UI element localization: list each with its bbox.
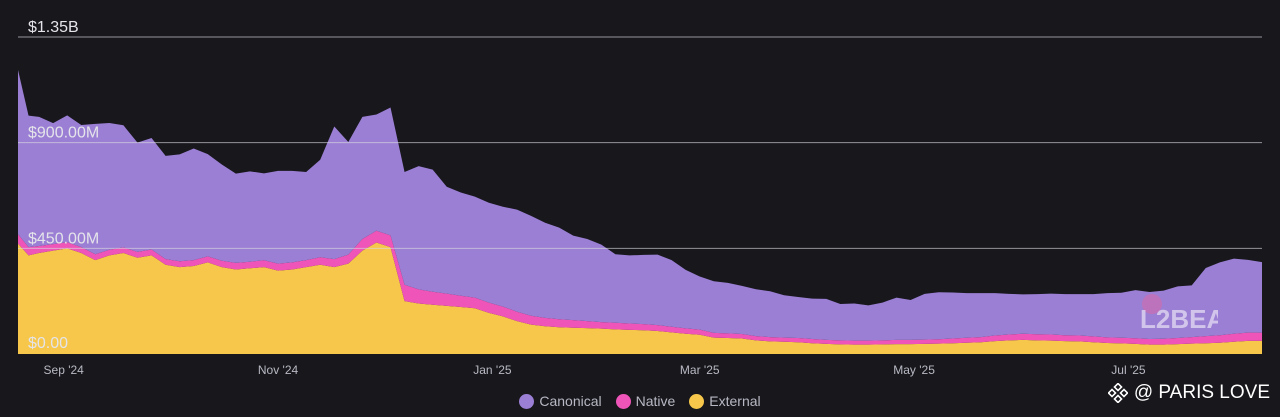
x-tick-label: May '25 [893, 363, 935, 377]
l2beat-logo: L2BEAT [1140, 294, 1218, 330]
binance-diamond-icon [1107, 383, 1128, 403]
y-tick-label: $900.00M [28, 125, 99, 142]
watermark-text: @ PARIS LOVE [1133, 382, 1270, 403]
watermark: @ PARIS LOVE [1107, 378, 1270, 408]
gridlines [18, 36, 1262, 249]
stacked-areas [18, 69, 1262, 354]
y-axis-ticks: $1.35B $900.00M $450.00M $0.00 [28, 19, 99, 352]
legend-item-native[interactable]: Native [615, 393, 676, 409]
y-tick-label: $1.35B [28, 19, 79, 36]
legend-label-canonical: Canonical [539, 393, 602, 409]
legend-swatch-external [689, 393, 705, 409]
x-axis-ticks: Sep '24 Nov '24 Jan '25 Mar '25 May '25 Jul '… [44, 363, 1146, 377]
legend-swatch-native [615, 393, 631, 409]
x-tick-label: Mar '25 [680, 363, 720, 377]
y-tick-label: $0.00 [28, 335, 68, 352]
logo-text: L2BEAT [1140, 304, 1218, 330]
legend-label-native: Native [635, 393, 676, 409]
legend-item-canonical[interactable]: Canonical [519, 393, 602, 409]
legend-item-external[interactable]: External [689, 393, 761, 409]
legend-swatch-canonical [519, 393, 535, 409]
legend: Canonical Native External [0, 386, 1280, 416]
area-native [18, 230, 1262, 345]
x-tick-label: Sep '24 [44, 363, 85, 377]
legend-label-external: External [709, 393, 761, 409]
x-tick-label: Jan '25 [473, 363, 512, 377]
x-tick-label: Jul '25 [1111, 363, 1146, 377]
y-tick-label: $450.00M [28, 230, 99, 247]
x-tick-label: Nov '24 [258, 363, 299, 377]
area-canonical [18, 69, 1262, 341]
area-external [18, 242, 1262, 354]
